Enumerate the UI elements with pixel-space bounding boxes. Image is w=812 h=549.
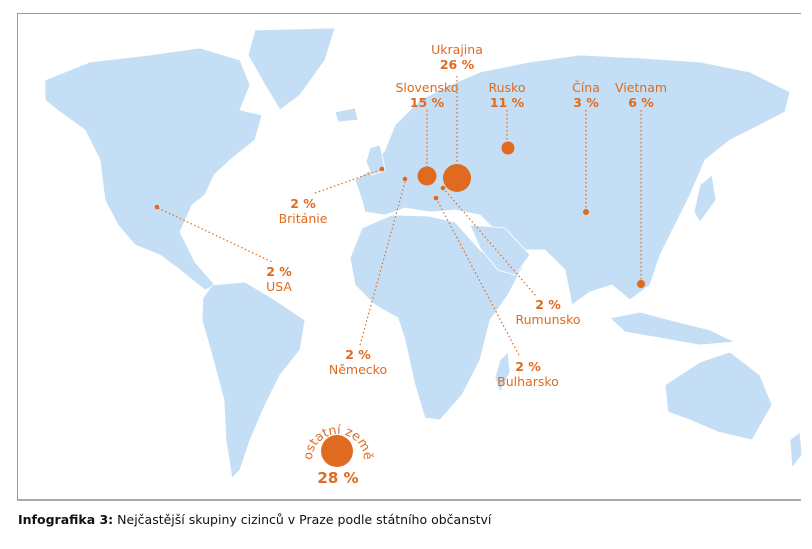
leader-line-usa <box>157 207 273 263</box>
marker-vietnam <box>637 280 645 288</box>
africa <box>349 214 526 421</box>
map-frame <box>17 13 801 501</box>
country-name: Bulharsko <box>497 374 559 389</box>
country-name: Rumunsko <box>515 312 581 327</box>
country-name: Británie <box>278 211 328 226</box>
australia <box>664 351 773 441</box>
north-america <box>44 47 263 291</box>
iceland <box>334 107 359 123</box>
marker-britanie <box>379 166 385 172</box>
indonesia <box>609 311 737 346</box>
country-value: 6 % <box>628 95 654 110</box>
country-name: Vietnam <box>614 80 668 95</box>
label-ukrajina: Ukrajina 26 % <box>431 42 483 72</box>
label-nemecko: 2 % Německo <box>329 347 387 377</box>
greenland <box>247 27 336 111</box>
caption-prefix: Infografika 3: <box>18 512 114 527</box>
country-value: 2 % <box>266 264 292 279</box>
label-bulharsko: 2 % Bulharsko <box>497 359 559 389</box>
marker-ostatni-zeme <box>321 435 353 467</box>
label-vietnam: Vietnam 6 % <box>615 80 667 110</box>
country-value: 11 % <box>489 95 525 110</box>
madagascar <box>494 351 511 394</box>
south-america <box>201 281 306 479</box>
country-name: Ukrajina <box>431 42 483 57</box>
marker-nemecko <box>402 176 408 182</box>
marker-ukrajina <box>443 164 471 192</box>
country-name: Čína <box>572 80 600 95</box>
marker-usa <box>154 204 160 210</box>
country-value: 3 % <box>573 95 599 110</box>
country-name: Německo <box>328 362 388 377</box>
label-cina: Čína 3 % <box>572 80 600 110</box>
caption: Infografika 3: Nejčastější skupiny cizin… <box>18 512 491 527</box>
country-name: Slovensko <box>395 80 459 95</box>
label-britanie: 2 % Británie <box>279 196 328 226</box>
country-name: Rusko <box>488 80 526 95</box>
country-value: 26 % <box>439 57 475 72</box>
other-value: 28 % <box>317 469 359 487</box>
marker-rumunsko <box>440 185 446 191</box>
label-slovensko: Slovensko 15 % <box>395 80 458 110</box>
country-name: USA <box>266 279 292 294</box>
country-value: 2 % <box>345 347 371 362</box>
label-usa: 2 % USA <box>266 264 292 294</box>
caption-text: Nejčastější skupiny cizinců v Praze podl… <box>113 512 492 527</box>
country-value: 2 % <box>515 359 541 374</box>
new-zealand <box>789 431 803 470</box>
uk <box>365 144 386 176</box>
country-value: 2 % <box>535 297 561 312</box>
marker-cina <box>583 209 589 215</box>
country-value: 2 % <box>290 196 316 211</box>
label-rumunsko: 2 % Rumunsko <box>515 297 580 327</box>
japan <box>693 174 717 223</box>
leader-line-britanie <box>314 169 381 194</box>
country-value: 15 % <box>409 95 445 110</box>
eurasia <box>354 54 791 306</box>
label-rusko: Rusko 11 % <box>489 80 526 110</box>
marker-slovensko <box>417 166 437 186</box>
leader-line-nemecko <box>359 181 406 346</box>
marker-rusko <box>501 141 515 155</box>
marker-bulharsko <box>433 195 439 201</box>
